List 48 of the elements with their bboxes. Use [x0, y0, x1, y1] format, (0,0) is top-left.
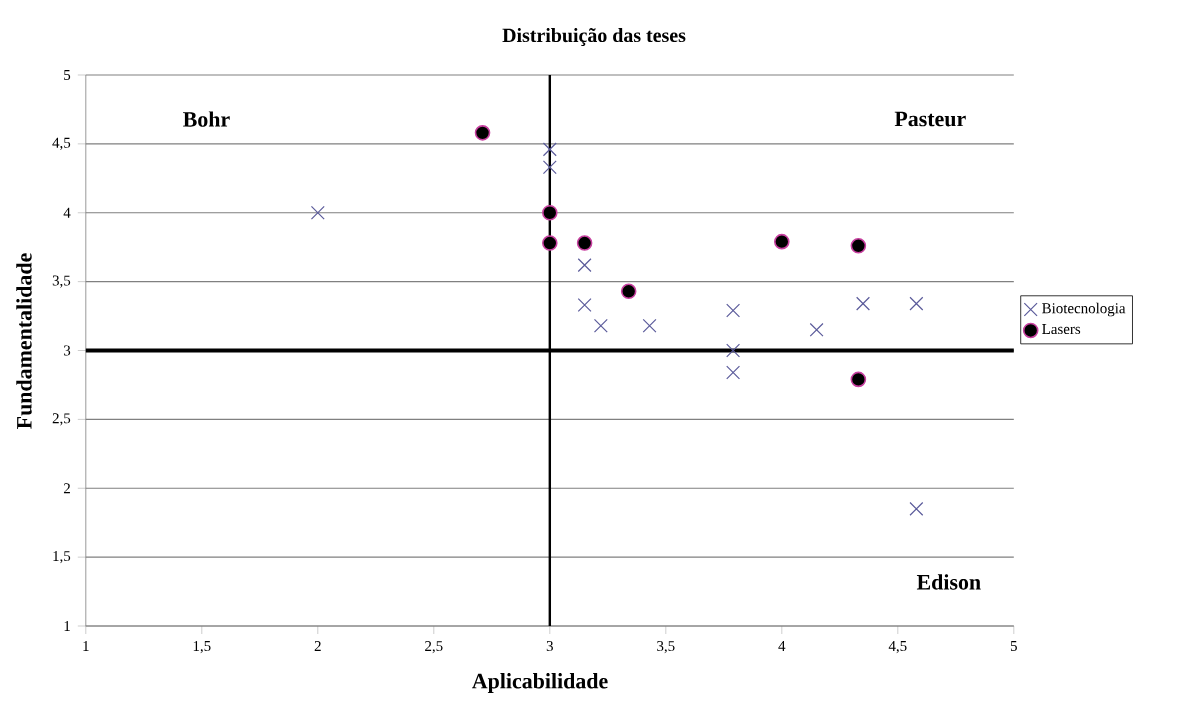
legend-label: Lasers	[1042, 324, 1081, 335]
point	[474, 125, 491, 141]
point	[542, 160, 557, 175]
x-tick-label: 1	[83, 641, 89, 651]
x-tick-label: 1,5	[193, 641, 211, 654]
y-axis-title: Fundamentalidade	[16, 253, 32, 429]
annotation: Pasteur	[894, 111, 966, 127]
point	[576, 235, 593, 251]
x-tick-label: 5	[1010, 641, 1017, 651]
point	[620, 283, 637, 300]
chart-title: Distribuição das teses	[502, 27, 686, 46]
point	[774, 233, 790, 250]
x-tick-label: 4	[778, 641, 786, 651]
point	[909, 296, 924, 311]
y-tick-label: 1,5	[53, 551, 71, 564]
point	[593, 318, 608, 333]
x-tick-label: 2	[314, 641, 321, 651]
x-tick-label: 3,5	[657, 641, 675, 654]
point	[726, 365, 741, 380]
legend-label: Biotecnologia	[1042, 302, 1126, 317]
annotation: Bohr	[183, 111, 230, 127]
y-tick-label: 4	[63, 207, 71, 218]
point	[809, 322, 824, 337]
point	[577, 298, 592, 313]
point	[542, 204, 558, 221]
point	[577, 258, 592, 273]
point	[726, 303, 741, 318]
x-axis-title: Aplicabilidade	[472, 673, 608, 693]
y-tick-label: 3,5	[52, 275, 71, 288]
annotation: Edison	[916, 574, 981, 590]
point	[909, 501, 924, 516]
x-tick-label: 3	[546, 641, 553, 652]
point	[310, 205, 325, 220]
point	[850, 371, 867, 388]
point	[850, 238, 867, 254]
point	[642, 318, 657, 333]
y-tick-label: 5	[64, 70, 71, 80]
point	[726, 343, 741, 358]
point	[856, 296, 870, 311]
x-tick-label: 2,5	[425, 641, 443, 654]
y-tick-label: 2,5	[52, 413, 71, 426]
point	[542, 142, 557, 157]
y-tick-label: 4,5	[52, 137, 71, 150]
point	[542, 235, 558, 251]
y-tick-label: 1	[64, 621, 70, 631]
y-tick-label: 3	[64, 345, 71, 356]
x-tick-label: 4,5	[888, 641, 907, 654]
y-tick-label: 2	[63, 483, 70, 494]
